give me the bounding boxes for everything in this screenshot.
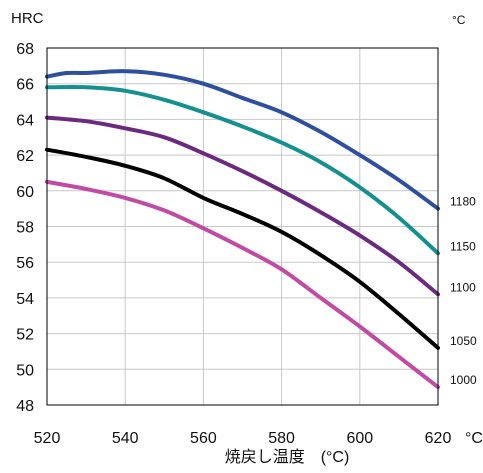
y-axis-label: HRC [11,10,44,27]
y-tick-label: 48 [16,398,34,415]
x-tick-label: 600 [346,430,373,447]
x-axis-label: 焼戻し温度 (°C) [225,448,350,466]
x-tick-label: 520 [34,430,61,447]
y-tick-label: 52 [16,327,34,344]
series-end-labels: 1180 1150 1100 1050 1000 [450,195,477,388]
axes: 520 540 560 580 600 620 48 50 52 54 56 58 60 62 64 66 68 [16,41,451,447]
series-line-1050 [45,147,440,350]
y-tick-label: 58 [16,220,34,237]
y-tick-label: 50 [16,362,34,379]
x-axis-unit-tick: °C [465,430,483,447]
y-tick-label: 68 [16,41,34,58]
top-right-unit-label: °C [452,13,466,27]
series-lines [45,69,440,390]
y-tick-label: 64 [16,112,34,129]
series-line-1100 [45,115,440,297]
series-line-1150 [45,85,440,256]
grid [47,48,438,405]
y-tick-label: 56 [16,255,34,272]
x-tick-label: 620 [425,430,452,447]
series-line-1000 [45,179,440,390]
y-tick-label: 62 [16,148,34,165]
y-tick-label: 66 [16,77,34,94]
x-tick-label: 560 [190,430,217,447]
y-tick-label: 54 [16,291,34,308]
series-label-1150: 1150 [450,239,476,253]
series-label-1180: 1180 [450,195,476,209]
series-label-1000: 1000 [450,373,477,387]
y-tick-label: 60 [16,184,34,201]
x-tick-label: 580 [268,430,295,447]
plot-frame [46,47,439,406]
x-tick-label: 540 [112,430,139,447]
series-line-1180 [45,69,440,211]
series-label-1100: 1100 [450,280,476,294]
series-label-1050: 1050 [450,334,477,348]
